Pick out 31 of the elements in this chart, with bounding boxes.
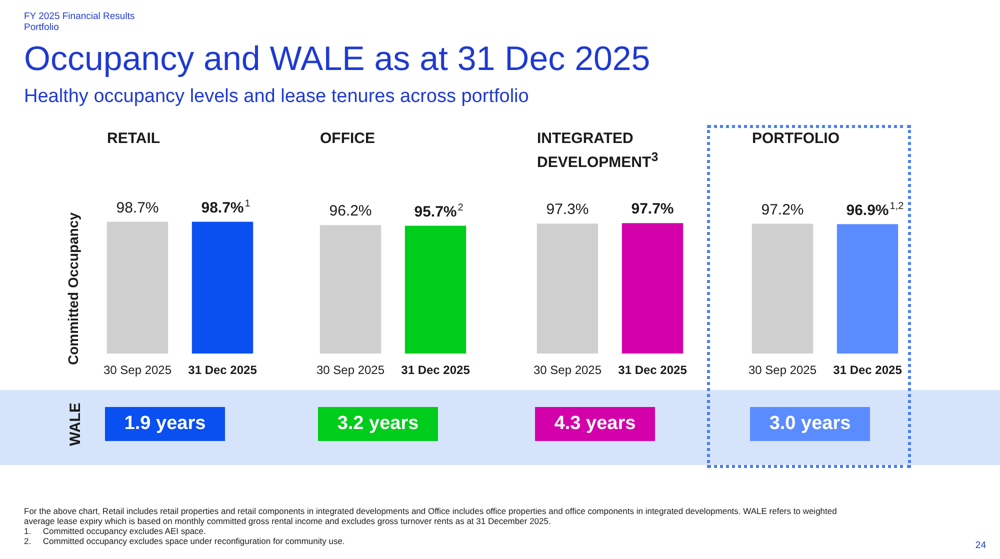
- chart-title: RETAIL: [107, 130, 162, 148]
- text: FY 2025 Financial Results: [24, 11, 135, 22]
- data-label: 97.2%: [761, 201, 804, 218]
- chart-title: INTEGRATED DEVELOPMENT$^{3}$: [537, 130, 660, 172]
- text: WALE: [67, 402, 84, 446]
- x-tick-label: 30 Sep 2025: [316, 363, 385, 378]
- x-tick-label: 30 Sep 2025: [748, 363, 817, 378]
- text: Occupancy and WALE as at 31 Dec 2025: [24, 40, 650, 79]
- text: Healthy occupancy levels and lease tenures across portfolio: [24, 86, 529, 108]
- text: 24: [975, 540, 986, 551]
- text: For the above chart, Retail includes retail properties and retail components in integrated developments and Office includes office properties and office components in integrated developments. WALE refers to weighted average lease expiry which is based on monthly committed gross rental income and excludes gross turnover rents as at 31 December 2025.: [24, 506, 838, 526]
- data-label: 97.3%: [546, 201, 589, 218]
- x-tick-label: 31 Dec 2025: [833, 363, 902, 378]
- x-tick-label: 31 Dec 2025: [618, 363, 688, 378]
- text: 4.3 years: [535, 407, 655, 441]
- text: 2. Committed occupancy excludes space under reconfiguration for community use.: [24, 536, 345, 546]
- x-tick-label: 30 Sep 2025: [103, 363, 172, 378]
- data-label: 97.7%: [631, 200, 674, 218]
- y-axis-title: Committed Occupancy: [65, 212, 81, 365]
- data-label: 96.2%: [329, 202, 372, 220]
- data-label: 98.7%: [116, 199, 159, 216]
- text: 3.2 years: [318, 407, 438, 441]
- chart-title: PORTFOLIO: [752, 130, 840, 148]
- text: 1. Committed occupancy excludes AEI space.: [24, 526, 206, 536]
- chart-title: OFFICE: [320, 130, 376, 148]
- text: Portfolio: [24, 22, 59, 33]
- x-tick-label: 30 Sep 2025: [533, 363, 602, 378]
- x-tick-label: 31 Dec 2025: [188, 363, 258, 378]
- text: 3.0 years: [750, 407, 870, 441]
- x-tick-label: 31 Dec 2025: [401, 363, 470, 378]
- text: 1.9 years: [105, 407, 225, 441]
